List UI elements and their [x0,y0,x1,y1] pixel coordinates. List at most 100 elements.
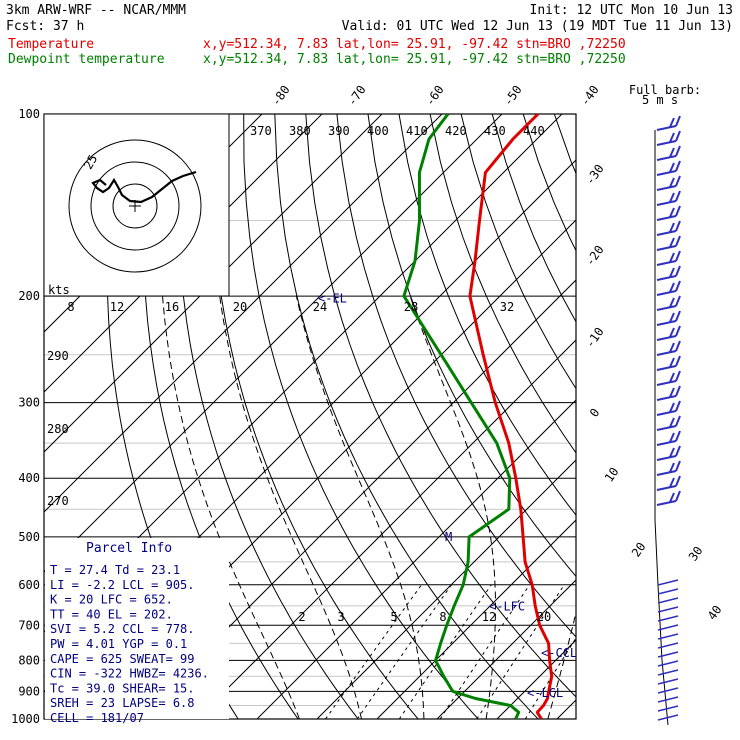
wind-barb [656,490,681,506]
hodo-speed-label-24: 24 [313,300,327,314]
parcel-info-row: CAPE = 625 SWEAT= 99 [50,652,195,666]
wind-barb [656,145,681,161]
dry-adiabat-430 [679,114,740,719]
theta-label-380: 380 [289,124,311,138]
hodograph-ring [68,139,202,273]
hodo-speed-label-20: 20 [233,300,247,314]
hodo-speed-label-12: 12 [110,300,124,314]
theta-label-370: 370 [250,124,272,138]
level-marker-lfc: <-LFC [489,600,525,614]
hodograph-ring [90,161,180,251]
wind-barb [656,370,681,386]
parcel-info-row: CIN = -322 HWBZ= 4236. [50,667,209,681]
wind-barb [657,642,679,649]
init-time: Init: 12 UTC Mon 10 Jun 13 [530,3,734,18]
wind-barb [656,190,681,206]
pressure-label-600: 600 [18,578,40,592]
parcel-info-panel [45,538,229,719]
moist-adiabat-40 [609,296,740,719]
dry-adiabat-380 [522,114,576,252]
wind-barb [656,220,681,236]
wind-barb [657,714,679,721]
isotherm-label: -10 [583,325,607,351]
wind-barb [657,588,679,595]
moist-adiabat-0 [219,296,362,719]
wind-barb [656,430,681,446]
parcel-info-row: K = 20 LFC = 652. [50,593,173,607]
dry-adiabat-270 [177,114,359,719]
parcel-info-row: T = 27.4 Td = 23.1 [50,563,180,577]
mixing-ratio-label-12: 12 [482,610,496,624]
isotherm--90 [44,114,443,513]
wind-barb [656,235,681,251]
isotherm-label: -40 [578,83,602,109]
isotherm-label: 40 [705,603,725,623]
barb-legend-title: Full barb: [629,83,701,97]
dry-adiabat-350 [429,114,576,454]
parcel-info-row: PW = 4.01 YGP = 0.1 [50,637,187,651]
parcel-info-row: TT = 40 EL = 202. [50,607,173,621]
wind-barb [657,579,679,586]
dewpoint-profile [402,114,521,719]
dry-adiabat-300 [274,114,539,719]
dry-adiabat-390 [553,114,576,175]
wind-barb [657,606,679,613]
moist-adiabat-20 [409,295,496,719]
level-marker-el: <-EL [318,292,347,306]
theta-label-270: 270 [47,494,69,508]
isotherm-0 [376,519,576,719]
pressure-label-700: 700 [18,618,40,632]
wind-barb [656,160,681,176]
mixing-ratio-label-20: 20 [537,610,551,624]
hodo-speed-label-28: 28 [404,300,418,314]
hodograph-trace [91,170,197,204]
hodo-speed-label-8: 8 [67,300,74,314]
wind-barb [656,115,681,131]
mixing-ratio-label-2: 2 [298,610,305,624]
pressure-label-800: 800 [18,653,40,667]
model-title: 3km ARW-WRF -- NCAR/MMM [6,3,186,18]
wind-barb [657,696,679,703]
dry-adiabat-370 [491,114,576,323]
wind-barb [656,310,681,326]
wind-barb [656,325,681,341]
wind-barb [656,460,681,476]
parcel-info-row: SVI = 5.2 CCL = 778. [50,622,195,636]
level-marker-m: M [445,530,452,544]
moist-adiabat-10 [295,295,425,719]
dry-adiabat-280 [210,114,419,719]
wind-barb [656,175,681,191]
parcel-info-row: SREH = 23 LAPSE= 6.8 [50,696,195,710]
mixing-ratio-label-5: 5 [390,610,397,624]
theta-label-390: 390 [328,124,350,138]
pressure-label-1000: 1000 [11,712,40,726]
isotherm-label: 20 [629,540,649,560]
isotherm--10 [316,459,576,719]
wind-barb [657,615,679,622]
mixing-ratio-label-3: 3 [337,610,344,624]
theta-label-410: 410 [406,124,428,138]
hodograph-ring [112,183,158,229]
mixing-ratio-2 [325,584,422,719]
wind-barb [656,205,681,221]
hodograph-panel [43,113,230,297]
wind-barb [657,669,679,676]
wind-barb [657,678,679,685]
wind-barb [656,355,681,371]
wind-barb [656,475,681,491]
dry-adiabat-330 [367,114,576,578]
isotherm-20 [496,639,576,719]
wind-barb [657,633,679,640]
isotherm-label: -80 [269,83,293,109]
hodograph-ring-label: 25 [81,152,100,172]
isotherm-label: -70 [345,83,369,109]
mixing-ratio-label-8: 8 [439,610,446,624]
wind-barb [657,687,679,694]
dewpoint-location: x,y=512.34, 7.83 lat,lon= 25.91, -97.42 … [203,52,626,67]
parcel-info-title: Parcel Info [86,541,172,556]
hodograph-kts-label: kts [48,283,70,297]
forecast-hour: Fcst: 37 h [6,19,84,34]
plot-frame [43,113,577,720]
isotherm--100 [44,114,383,453]
wind-barb [656,340,681,356]
